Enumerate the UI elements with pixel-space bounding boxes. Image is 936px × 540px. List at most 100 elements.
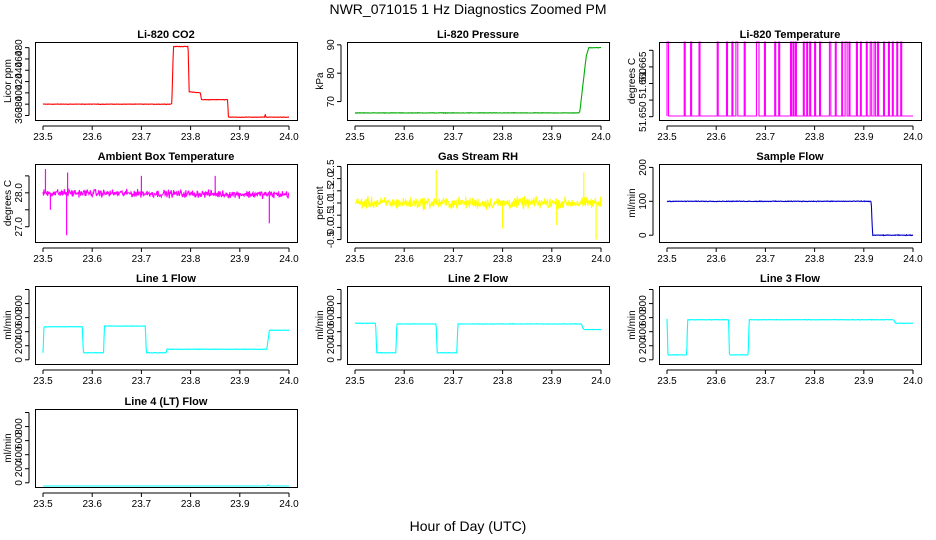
y-tick-label: 380 bbox=[14, 95, 25, 112]
x-axis: 23.5 23.6 23.7 23.8 23.9 24.0 bbox=[657, 125, 923, 143]
y-tick-label: 0 bbox=[14, 480, 25, 486]
x-tick-label: 23.7 bbox=[132, 132, 152, 143]
panel-title: Ambient Box Temperature bbox=[98, 151, 235, 163]
x-axis: 23.5 23.6 23.7 23.8 23.9 24.0 bbox=[345, 369, 611, 387]
panel-2: Li-820 Temperature 23.5 23.6 23.7 23.8 23.9 24… bbox=[627, 29, 923, 143]
y-axis: -0.50.00.51.01.52.02.5 bbox=[326, 159, 342, 249]
y-tick-label: 2.5 bbox=[326, 159, 337, 173]
series-line bbox=[354, 195, 602, 211]
x-tick-label: 23.7 bbox=[444, 132, 464, 143]
series-line bbox=[42, 45, 290, 119]
x-tick-label: 23.9 bbox=[230, 254, 250, 265]
y-tick-label: 480 bbox=[14, 39, 25, 56]
y-axis: 70 80 90 bbox=[326, 39, 342, 107]
x-tick-label: 23.8 bbox=[181, 132, 201, 143]
x-tick-label: 23.6 bbox=[394, 132, 414, 143]
x-tick-label: 23.7 bbox=[756, 132, 776, 143]
x-tick-label: 23.9 bbox=[230, 376, 250, 387]
x-tick-label: 23.7 bbox=[444, 376, 464, 387]
x-tick-label: 23.6 bbox=[394, 254, 414, 265]
y-axis-label: Licor ppm bbox=[3, 59, 14, 103]
x-tick-label: 23.6 bbox=[82, 499, 102, 510]
x-axis-label: Hour of Day (UTC) bbox=[410, 518, 527, 534]
x-tick-label: 23.6 bbox=[706, 132, 726, 143]
series-line bbox=[666, 41, 913, 117]
x-tick-label: 23.6 bbox=[706, 376, 726, 387]
x-tick-label: 23.7 bbox=[756, 254, 776, 265]
y-tick-label: 800 bbox=[14, 418, 25, 435]
y-tick-label: 51.650 bbox=[638, 101, 649, 132]
x-tick-label: 24.0 bbox=[279, 376, 299, 387]
x-tick-label: 24.0 bbox=[903, 254, 923, 265]
x-tick-label: 23.9 bbox=[854, 376, 874, 387]
y-tick-label: 400 bbox=[638, 323, 649, 340]
y-axis-label: ml/min bbox=[315, 310, 326, 339]
y-tick-label: 200 bbox=[638, 337, 649, 354]
plot-frame bbox=[659, 286, 922, 365]
x-tick-label: 23.5 bbox=[33, 376, 53, 387]
x-tick-label: 23.7 bbox=[132, 254, 152, 265]
panel-title: Line 3 Flow bbox=[760, 273, 820, 285]
y-axis-label: ml/min bbox=[3, 433, 14, 462]
series-line bbox=[666, 200, 914, 237]
y-tick-label: 360 bbox=[14, 107, 25, 124]
series-line bbox=[666, 318, 914, 356]
y-tick-label: 200 bbox=[14, 337, 25, 354]
x-axis: 23.5 23.6 23.7 23.8 23.9 24.0 bbox=[657, 247, 923, 265]
panels-container: Li-820 CO2 23.5 23.6 23.7 23.8 23.9 24.0 360380… bbox=[3, 29, 923, 510]
x-tick-label: 23.6 bbox=[82, 254, 102, 265]
series-line bbox=[354, 46, 601, 114]
y-tick-label: -0.5 bbox=[326, 231, 337, 249]
plot-frame bbox=[659, 164, 922, 243]
x-tick-label: 24.0 bbox=[279, 499, 299, 510]
y-tick-label: 600 bbox=[638, 309, 649, 326]
panel-title: Li-820 CO2 bbox=[137, 29, 194, 41]
x-tick-label: 24.0 bbox=[591, 132, 611, 143]
x-axis: 23.5 23.6 23.7 23.8 23.9 24.0 bbox=[345, 247, 611, 265]
y-axis-label: degrees C bbox=[627, 58, 638, 104]
y-tick-label: 600 bbox=[326, 309, 337, 326]
y-tick-label: 80 bbox=[326, 67, 337, 79]
x-axis: 23.5 23.6 23.7 23.8 23.9 24.0 bbox=[33, 369, 299, 387]
y-tick-label: 0 bbox=[638, 232, 649, 238]
x-axis: 23.5 23.6 23.7 23.8 23.9 24.0 bbox=[33, 492, 299, 510]
panel-0: Li-820 CO2 23.5 23.6 23.7 23.8 23.9 24.0 360380… bbox=[3, 29, 299, 143]
y-tick-label: 600 bbox=[14, 309, 25, 326]
y-tick-label: 460 bbox=[14, 50, 25, 67]
y-tick-label: 200 bbox=[14, 460, 25, 477]
x-tick-label: 23.8 bbox=[805, 254, 825, 265]
x-tick-label: 24.0 bbox=[279, 254, 299, 265]
x-tick-label: 23.5 bbox=[657, 254, 677, 265]
panel-title: Li-820 Temperature bbox=[740, 29, 841, 41]
x-tick-label: 23.5 bbox=[345, 376, 365, 387]
x-tick-label: 24.0 bbox=[903, 132, 923, 143]
x-tick-label: 23.8 bbox=[805, 132, 825, 143]
y-tick-label: 420 bbox=[14, 73, 25, 90]
x-tick-label: 23.5 bbox=[345, 254, 365, 265]
panel-5: Sample Flow 23.5 23.6 23.7 23.8 23.9 24.0 0 100 2… bbox=[627, 151, 923, 265]
panel-title: Gas Stream RH bbox=[438, 151, 518, 163]
plot-frame bbox=[35, 164, 298, 243]
series-line bbox=[43, 484, 289, 487]
x-tick-label: 23.7 bbox=[756, 376, 776, 387]
x-tick-label: 23.9 bbox=[854, 132, 874, 143]
x-tick-label: 23.5 bbox=[657, 132, 677, 143]
panel-4: Gas Stream RH 23.5 23.6 23.7 23.8 23.9 24.0 -0.… bbox=[315, 151, 611, 265]
panel-1: Li-820 Pressure 23.5 23.6 23.7 23.8 23.9 24.0 7… bbox=[315, 29, 611, 143]
plot-frame bbox=[347, 42, 610, 121]
plot-frame bbox=[35, 42, 298, 121]
y-tick-label: 400 bbox=[14, 323, 25, 340]
x-tick-label: 23.7 bbox=[132, 499, 152, 510]
y-tick-label: 400 bbox=[14, 446, 25, 463]
x-tick-label: 24.0 bbox=[279, 132, 299, 143]
x-tick-label: 23.5 bbox=[33, 254, 53, 265]
y-tick-label: 90 bbox=[326, 39, 337, 51]
y-tick-label: 100 bbox=[638, 193, 649, 210]
x-tick-label: 23.6 bbox=[394, 376, 414, 387]
x-tick-label: 23.6 bbox=[82, 376, 102, 387]
panel-8: Line 3 Flow 23.5 23.6 23.7 23.8 23.9 24.0 0 2004… bbox=[627, 273, 923, 387]
x-tick-label: 23.9 bbox=[542, 254, 562, 265]
